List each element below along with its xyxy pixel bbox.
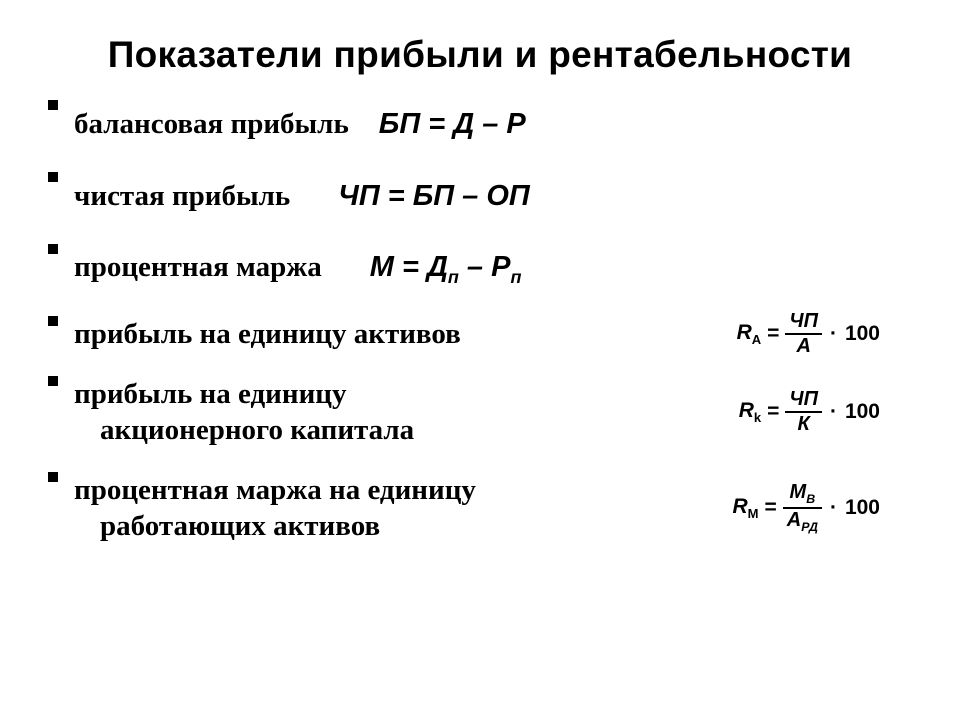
bullet-item-return-on-assets: прибыль на единицу активов RA = ЧП А · 1… — [40, 304, 920, 364]
term-label: прибыль на единицу активов — [74, 318, 461, 350]
bullet-item-interest-margin: процентная маржа М = Дп – Рп — [40, 232, 920, 304]
inline-formula: ЧП = БП – ОП — [294, 180, 530, 212]
term-label: прибыль на единицу акционерного капитала — [74, 378, 414, 449]
square-bullet-icon — [48, 244, 58, 254]
bullet-item-margin-on-working-assets: процентная маржа на единицу работающих а… — [40, 460, 920, 556]
slide-title: Показатели прибыли и рентабельности — [40, 34, 920, 76]
slide: Показатели прибыли и рентабельности бала… — [0, 0, 960, 720]
bullet-list: балансовая прибыль БП = Д – Р чистая при… — [40, 88, 920, 556]
fraction-formula: RA = ЧП А · 100 — [737, 311, 920, 357]
square-bullet-icon — [48, 100, 58, 110]
inline-formula: БП = Д – Р — [353, 108, 526, 140]
square-bullet-icon — [48, 376, 58, 386]
term-label: процентная маржа — [74, 251, 322, 283]
term-label: процентная маржа на единицу работающих а… — [74, 474, 476, 545]
square-bullet-icon — [48, 472, 58, 482]
term-label: балансовая прибыль — [74, 108, 349, 140]
bullet-item-return-on-equity: прибыль на единицу акционерного капитала… — [40, 364, 920, 460]
fraction-formula: Rk = ЧП К · 100 — [739, 389, 920, 435]
bullet-item-balance-profit: балансовая прибыль БП = Д – Р — [40, 88, 920, 160]
fraction-formula: RM = MB AРД · 100 — [732, 482, 920, 534]
square-bullet-icon — [48, 172, 58, 182]
bullet-item-net-profit: чистая прибыль ЧП = БП – ОП — [40, 160, 920, 232]
inline-formula: М = Дп – Рп — [326, 251, 522, 283]
square-bullet-icon — [48, 316, 58, 326]
term-label: чистая прибыль — [74, 180, 290, 212]
